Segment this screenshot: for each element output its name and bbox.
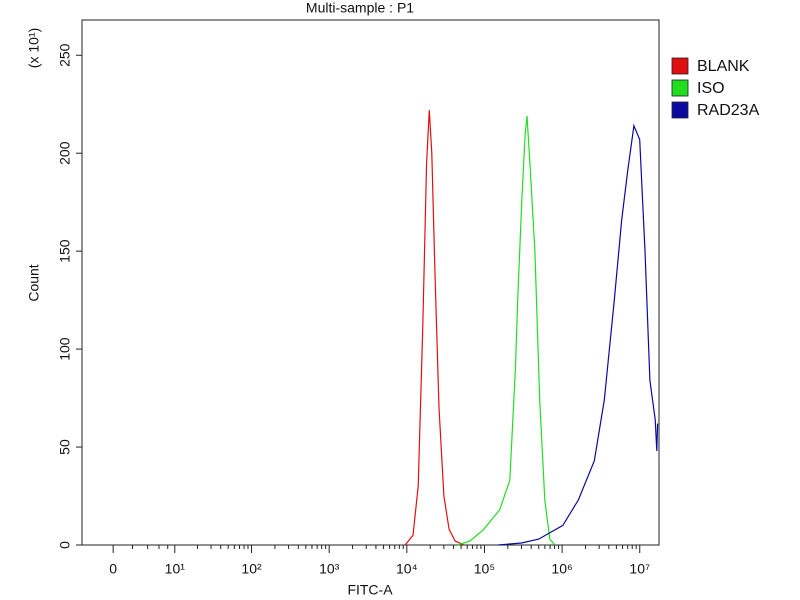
- x-axis-label: FITC-A: [347, 582, 393, 598]
- legend-swatch: [671, 57, 689, 75]
- legend-label: BLANK: [697, 58, 750, 75]
- histogram-line: [404, 110, 465, 546]
- y-tick-label: 100: [57, 337, 73, 361]
- y-multiplier: (x 10¹): [26, 28, 42, 68]
- y-tick-label: 200: [57, 141, 73, 165]
- plot-frame: [81, 19, 660, 546]
- legend-label: ISO: [697, 80, 725, 97]
- y-axis-label: Count: [26, 264, 42, 301]
- x-tick-label: 10⁴: [396, 561, 418, 577]
- x-tick-label: 10⁷: [629, 561, 650, 577]
- x-tick-label: 10⁵: [474, 561, 495, 577]
- y-tick-label: 250: [57, 43, 73, 67]
- x-tick-label: 0: [109, 561, 117, 577]
- histogram-line: [457, 115, 556, 546]
- legend-swatch: [671, 101, 689, 119]
- y-tick-label: 50: [57, 439, 73, 455]
- histogram-line: [498, 123, 659, 546]
- x-tick-label: 10³: [319, 561, 340, 577]
- legend-label: RAD23A: [697, 102, 760, 119]
- y-tick-label: 0: [57, 541, 73, 549]
- x-tick-label: 10²: [241, 561, 262, 577]
- legend-swatch: [671, 79, 689, 97]
- x-tick-label: 10⁶: [551, 561, 572, 577]
- y-tick-label: 150: [57, 239, 73, 263]
- chart-title: Multi-sample : P1: [306, 0, 414, 16]
- x-tick-label: 10¹: [165, 561, 186, 577]
